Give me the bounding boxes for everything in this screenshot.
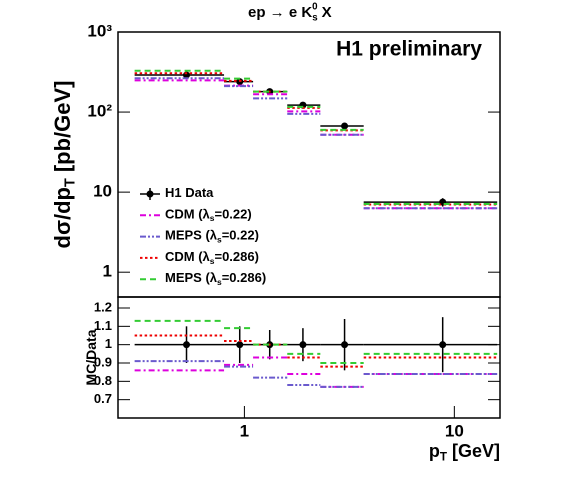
label-tail: [pb/GeV] [50,81,75,179]
data-point [341,122,349,130]
label-tail: =0.22) [222,228,259,243]
label-sub: s [210,213,215,223]
label-sub: s [217,277,222,287]
label-text: H1 Data [165,185,214,200]
label-text: CDM (λ [165,207,211,222]
y-tick-label: 1 [103,262,112,281]
label: ep → e Ks0 X [248,1,332,23]
label: H1 Data [165,185,214,200]
y-tick-label: 10² [87,102,112,121]
label-text: CDM (λ [165,249,211,264]
data-point [341,341,349,349]
label-sub: s [217,235,222,245]
data-point [439,341,447,349]
annotation: H1 preliminary [336,38,482,61]
y-tick-label: 0.7 [94,391,112,406]
label-text: MEPS (λ [165,271,218,286]
y-tick-label: 0.8 [94,373,112,388]
x-tick-label: 1 [240,421,249,440]
label-tail: =0.286) [214,249,258,264]
label: pT [GeV] [429,441,500,464]
label-tail: =0.286) [222,271,266,286]
y-tick-label: 1.1 [94,318,112,333]
label-text: MEPS (λ [165,228,218,243]
data-point [183,341,191,349]
frame [117,296,501,419]
x-tick-label: 10 [445,421,464,440]
data-point [236,341,244,349]
label-tail: X [318,4,332,21]
y-tick-label: 10 [93,182,112,201]
y-tick-label: 10³ [87,21,112,40]
label: dσ/dpT [pb/GeV] [50,81,79,249]
label-tail: =0.22) [214,207,251,222]
y-tick-label: 1 [105,336,112,351]
label-sub: s [210,256,215,266]
label-text: dσ/dp [50,187,75,248]
legend-marker [146,190,154,198]
label: MC/Data [83,329,99,385]
label: CDM (λs=0.286) [165,249,259,266]
label-text: p [429,441,440,461]
label-sub: T [440,450,448,463]
legend-entry [140,188,160,200]
label: MEPS (λs=0.22) [165,228,259,245]
label-sub: s [312,12,318,23]
y-tick-label: 1.2 [94,299,112,314]
label: MEPS (λs=0.286) [165,271,266,288]
y-tick-label: 0.9 [94,354,112,369]
label: CDM (λs=0.22) [165,207,252,224]
label-sub: T [62,178,78,187]
label-text: ep → e K [248,4,312,21]
label-tail: [GeV] [447,441,500,461]
data-point [299,341,307,349]
label-text: MC/Data [83,329,99,385]
label-sup: 0 [312,1,318,12]
